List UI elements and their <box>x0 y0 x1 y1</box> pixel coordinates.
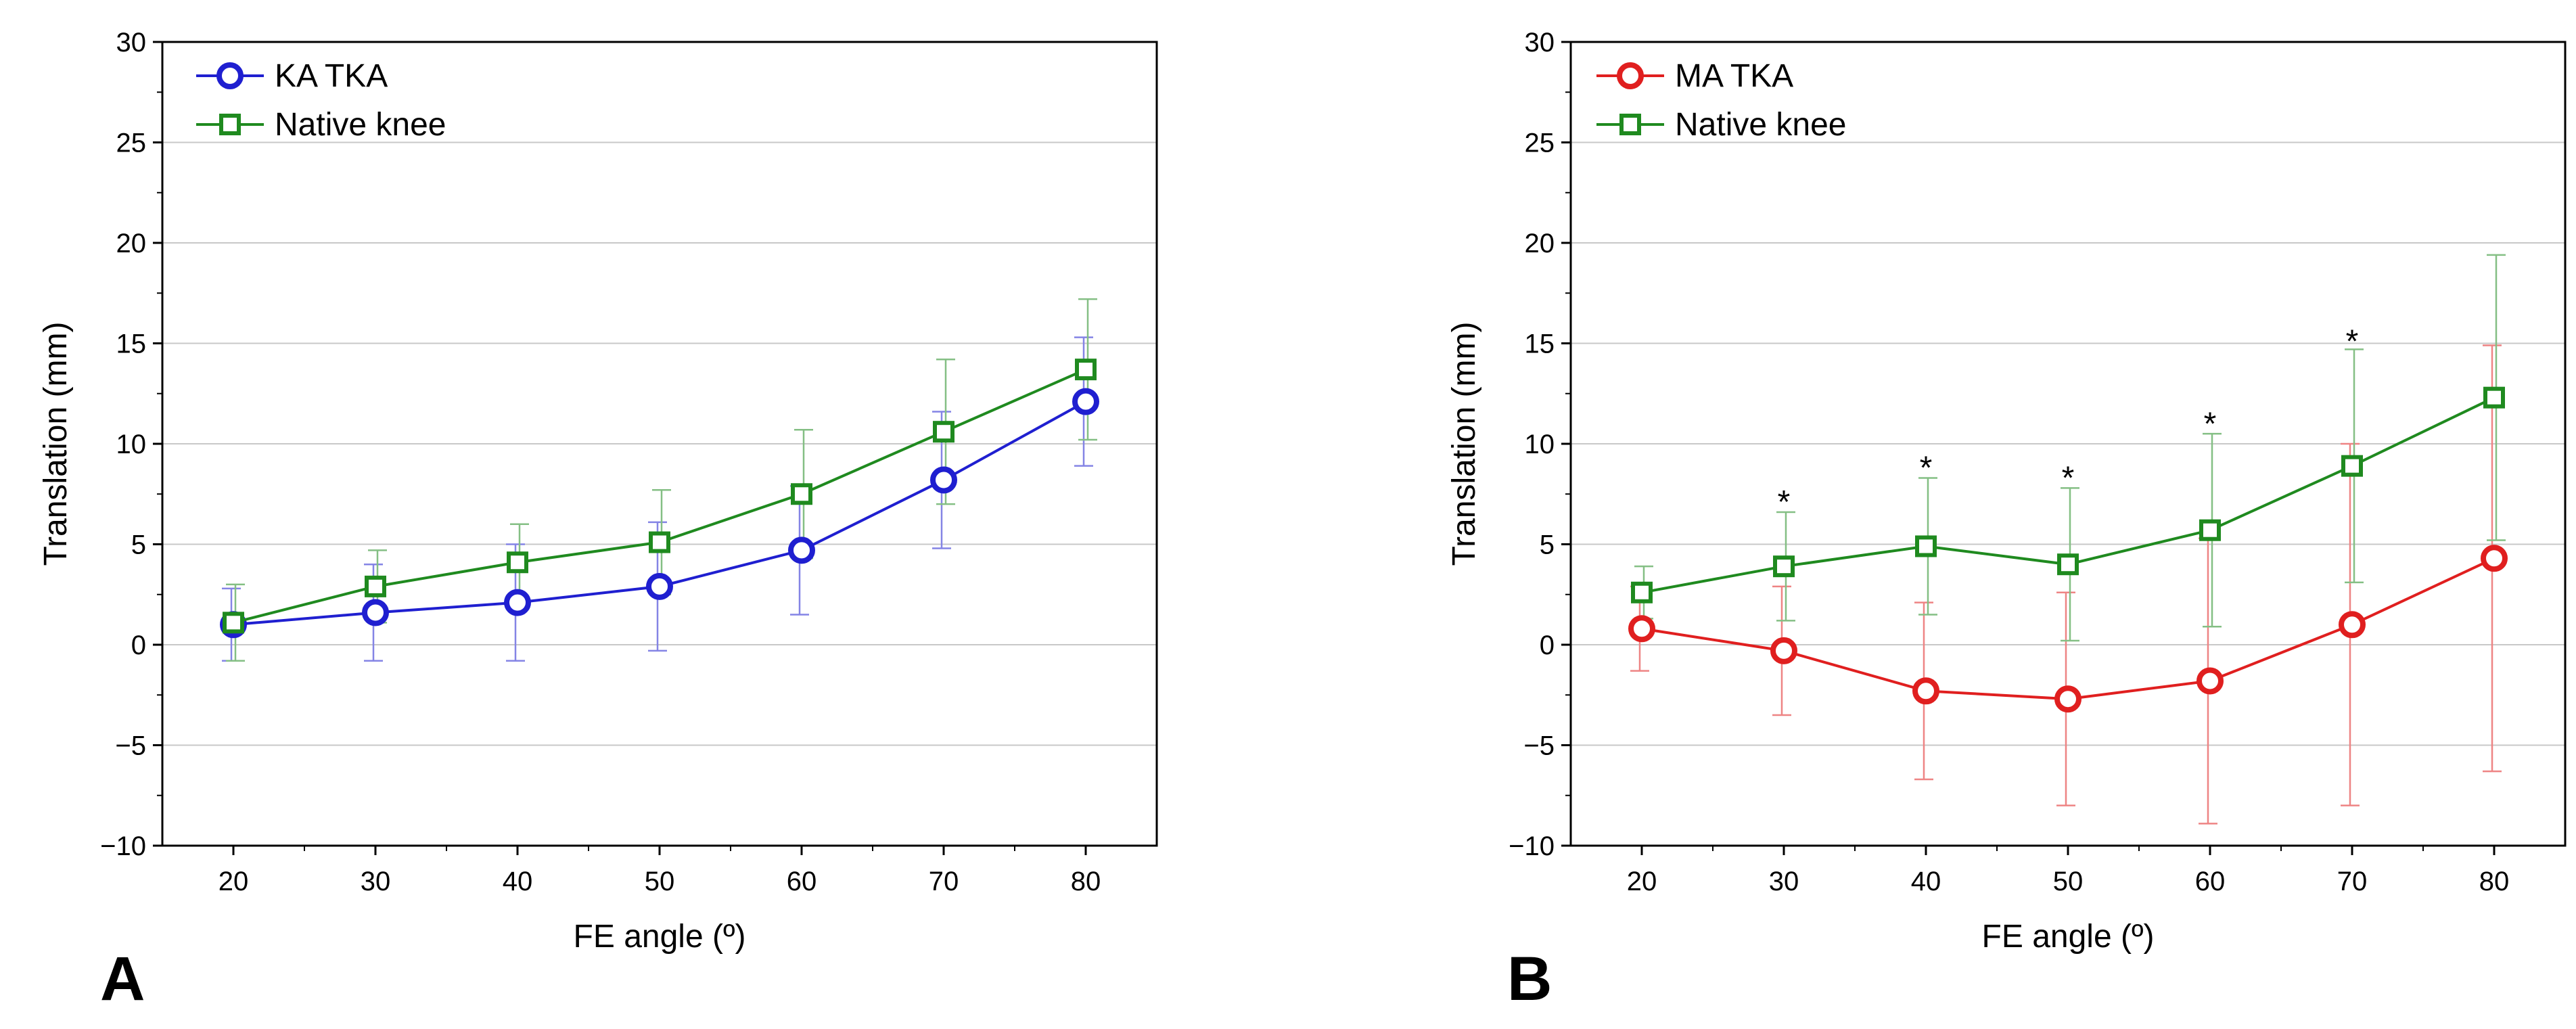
x-tick-label: 70 <box>929 867 959 896</box>
x-tick-label: 40 <box>1911 867 1941 896</box>
y-tick-label: 30 <box>116 28 147 58</box>
y-tick-label: 20 <box>116 229 147 258</box>
data-point-ka-tka <box>1072 388 1099 415</box>
x-tick-label: 30 <box>1769 867 1799 896</box>
y-tick-label: 25 <box>1525 129 1555 158</box>
data-point-native-knee <box>1773 555 1795 578</box>
x-tick-label: 20 <box>218 867 249 896</box>
data-point-native-knee <box>2057 553 2079 576</box>
chart-panel-b: −10 −5 0 5 10 15 20 25 30 20 30 40 50 60 70 80 FE angle … <box>1446 28 2567 1013</box>
x-tick-label: 50 <box>2053 867 2084 896</box>
data-point-native-knee <box>1915 535 1937 557</box>
y-tick-label: −10 <box>1509 831 1555 861</box>
legend-marker-native-knee <box>1619 114 1641 135</box>
x-tick-label: 30 <box>361 867 391 896</box>
legend-label: Native knee <box>1675 107 1846 143</box>
x-tick-label: 80 <box>1071 867 1101 896</box>
legend-label: KA TKA <box>275 58 388 94</box>
series-line-ma-tka <box>1641 557 2495 701</box>
legend-marker-ma-tka <box>1617 62 1644 89</box>
data-point-native-knee <box>2483 386 2505 409</box>
data-point-native-knee <box>223 612 244 634</box>
y-tick-label: −5 <box>1523 731 1555 761</box>
data-point-native-knee <box>2341 455 2363 477</box>
data-point-ka-tka <box>646 572 673 600</box>
data-point-native-knee <box>1075 359 1097 381</box>
data-point-ka-tka <box>930 466 957 494</box>
data-point-native-knee <box>507 551 528 574</box>
x-tick-label: 50 <box>645 867 675 896</box>
data-point-ma-tka <box>1770 637 1797 664</box>
data-point-ka-tka <box>362 599 389 626</box>
x-tick-label: 60 <box>2195 867 2226 896</box>
data-point-native-knee <box>365 575 386 597</box>
x-tick-label: 80 <box>2479 867 2510 896</box>
y-tick-label: −10 <box>100 831 146 861</box>
data-point-ma-tka <box>2481 545 2508 572</box>
x-tick-label: 20 <box>1627 867 1657 896</box>
significance-marker: * <box>1778 484 1791 520</box>
legend-marker-ka-tka <box>216 62 244 89</box>
legend-label: MA TKA <box>1675 58 1793 94</box>
y-tick-label: 30 <box>1525 28 1555 58</box>
data-point-ma-tka <box>2196 667 2224 695</box>
y-tick-label: 25 <box>116 129 147 158</box>
data-point-ma-tka <box>2054 685 2082 713</box>
y-tick-label: 15 <box>116 329 147 359</box>
chart-panel-a: −10 −5 0 5 10 15 20 25 30 20 30 40 50 60 70 80 FE angle … <box>38 28 1158 1013</box>
y-tick-label: 20 <box>1525 229 1555 258</box>
y-tick-label: 10 <box>116 430 147 459</box>
y-tick-label: −5 <box>115 731 146 761</box>
y-tick-label: 5 <box>1540 530 1555 560</box>
significance-marker: * <box>1920 451 1933 486</box>
data-point-ka-tka <box>504 589 531 616</box>
y-tick-label: 10 <box>1525 430 1555 459</box>
data-point-ma-tka <box>1628 615 1655 643</box>
y-tick-label: 0 <box>1540 631 1555 660</box>
legend-marker-native-knee <box>219 114 241 135</box>
data-point-native-knee <box>1631 581 1653 603</box>
legend-label: Native knee <box>275 107 446 143</box>
x-axis-label: FE angle (º) <box>1982 919 2155 955</box>
significance-marker: * <box>2204 406 2217 442</box>
data-point-ma-tka <box>2339 611 2366 639</box>
panel-label: B <box>1507 944 1552 1013</box>
data-point-native-knee <box>791 483 812 505</box>
significance-marker: * <box>2346 324 2359 360</box>
data-point-native-knee <box>933 421 954 443</box>
x-axis-label: FE angle (º) <box>574 919 746 955</box>
data-point-ka-tka <box>788 536 815 564</box>
y-tick-label: 15 <box>1525 329 1555 359</box>
significance-marker: * <box>2062 461 2075 497</box>
data-point-ma-tka <box>1912 677 1939 705</box>
data-point-native-knee <box>2199 519 2221 541</box>
data-point-native-knee <box>649 531 670 553</box>
x-tick-label: 40 <box>503 867 533 896</box>
y-axis-label: Translation (mm) <box>1446 322 1482 566</box>
y-tick-label: 5 <box>131 530 146 560</box>
panel-label: A <box>100 944 145 1013</box>
x-tick-label: 70 <box>2337 867 2368 896</box>
x-tick-label: 60 <box>787 867 817 896</box>
y-axis-label: Translation (mm) <box>38 322 74 566</box>
y-tick-label: 0 <box>131 631 146 660</box>
